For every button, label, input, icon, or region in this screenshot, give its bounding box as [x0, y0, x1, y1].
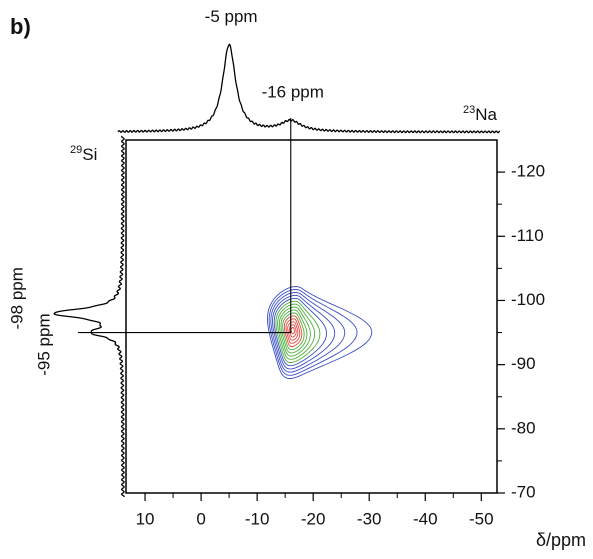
- peak-label: -16 ppm: [262, 83, 324, 102]
- y-tick-label: -90: [511, 354, 536, 373]
- y-tick-label: -100: [511, 290, 545, 309]
- contour: [272, 294, 336, 370]
- x-tick-label: -40: [413, 509, 438, 528]
- nucleus-label: 23Na: [463, 104, 498, 125]
- nucleus-mass: 29: [70, 144, 82, 156]
- x-tick-label: -20: [301, 509, 326, 528]
- nucleus-label: 29Si: [70, 144, 97, 165]
- contour: [290, 327, 295, 335]
- x-tick-label: 0: [196, 509, 205, 528]
- projection-spectrum: [117, 43, 501, 134]
- x-tick-label: 10: [136, 509, 155, 528]
- x-axis-label: δ/ppm: [536, 530, 586, 550]
- contour: [278, 306, 311, 357]
- contour: [288, 324, 297, 338]
- y-tick-label: -120: [511, 162, 545, 181]
- plot-frame: [125, 139, 498, 494]
- nucleus-symbol: Na: [475, 105, 497, 124]
- peak-label: -98 ppm: [7, 267, 26, 329]
- panel-label: b): [10, 14, 31, 39]
- x-tick-label: -10: [245, 509, 270, 528]
- contour: [285, 318, 301, 344]
- contour: [283, 315, 303, 347]
- contour: [277, 303, 316, 360]
- contour: [268, 289, 358, 376]
- projection-spectrum: [53, 135, 125, 498]
- nucleus-mass: 23: [463, 104, 475, 116]
- contour: [280, 309, 308, 354]
- x-tick-label: -50: [469, 509, 494, 528]
- contour: [267, 286, 373, 379]
- nucleus-symbol: Si: [82, 145, 97, 164]
- contour: [282, 312, 305, 351]
- peak-label: -5 ppm: [205, 7, 258, 26]
- x-tick-label: -30: [357, 509, 382, 528]
- contour: [287, 321, 299, 341]
- contour: [275, 300, 321, 363]
- contour: [273, 297, 327, 367]
- peak-label: -95 ppm: [34, 313, 53, 375]
- contours: [267, 286, 373, 379]
- y-tick-label: -70: [511, 482, 536, 501]
- contour: [270, 291, 346, 373]
- y-tick-label: -80: [511, 418, 536, 437]
- y-tick-label: -110: [511, 226, 544, 245]
